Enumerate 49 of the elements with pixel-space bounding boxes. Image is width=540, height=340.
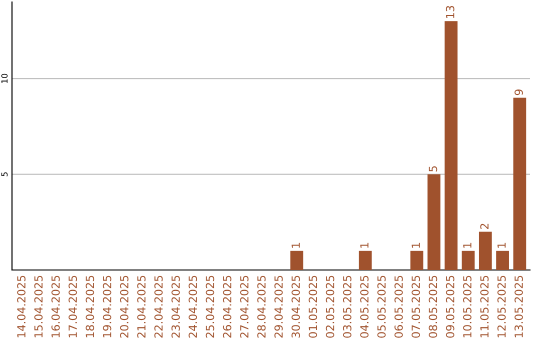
x-tick-label: 28.04.2025: [257, 276, 266, 338]
x-tick-label: 14.04.2025: [17, 276, 26, 338]
data-label: 9: [514, 90, 523, 96]
x-tick-label: 09.05.2025: [446, 276, 454, 338]
x-tick-label: 16.04.2025: [51, 276, 60, 338]
x-tick-label: 01.05.2025: [308, 276, 318, 338]
data-label: 1: [360, 242, 368, 248]
x-tick-label: 20.04.2025: [120, 276, 128, 338]
data-label: 1: [463, 242, 472, 248]
bar: [428, 174, 440, 270]
data-label: 2: [480, 224, 488, 229]
x-tick-label: 29.04.2025: [274, 276, 283, 338]
x-tick-label: 24.04.2025: [188, 276, 198, 338]
data-label: 1: [498, 242, 506, 248]
x-tick-label: 18.04.2025: [86, 276, 94, 338]
data-label: 1: [412, 242, 420, 248]
bar: [513, 98, 526, 270]
x-tick-label: 03.05.2025: [343, 276, 352, 338]
bar: [358, 250, 372, 270]
bar: [496, 250, 509, 270]
x-tick-label: 19.04.2025: [102, 276, 112, 338]
data-label: 1: [292, 242, 300, 248]
data-label: 5: [428, 166, 438, 172]
y-tick-label: 10: [1, 74, 8, 83]
bar: [462, 250, 475, 270]
x-tick-label: 13.05.2025: [514, 276, 523, 338]
x-tick-label: 30.04.2025: [292, 276, 300, 338]
data-label: 13: [446, 6, 454, 18]
x-tick-label: 23.04.2025: [171, 276, 180, 338]
x-tick-label: 17.04.2025: [68, 276, 77, 338]
x-tick-label: 15.04.2025: [34, 276, 43, 338]
x-tick-label: 11.05.2025: [480, 276, 489, 338]
x-tick-label: 26.04.2025: [222, 276, 232, 338]
x-tick-label: 12.05.2025: [497, 276, 506, 338]
x-tick-label: 25.04.2025: [206, 276, 214, 338]
x-tick-label: 05.05.2025: [377, 276, 386, 338]
bar: [444, 21, 458, 270]
bar: [410, 250, 424, 270]
x-tick-label: 27.04.2025: [240, 276, 248, 338]
bar: [478, 232, 492, 270]
x-tick-label: 22.04.2025: [154, 276, 163, 338]
x-tick-label: 02.05.2025: [326, 276, 334, 338]
x-tick-label: 10.05.2025: [463, 276, 472, 338]
bar: [290, 250, 304, 270]
x-tick-label: 04.05.2025: [360, 276, 369, 338]
x-tick-label: 07.05.2025: [412, 276, 420, 338]
x-tick-label: 06.05.2025: [394, 276, 403, 338]
x-tick-label: 21.04.2025: [137, 276, 146, 338]
x-tick-label: 08.05.2025: [428, 276, 438, 338]
